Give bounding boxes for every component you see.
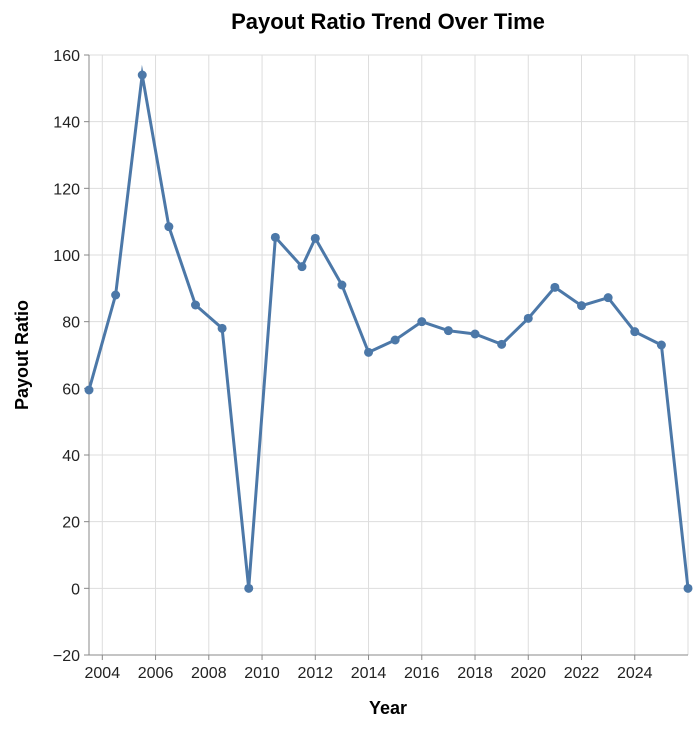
- y-tick-label: 60: [62, 381, 80, 398]
- data-point: [683, 583, 693, 593]
- y-tick-label: 20: [62, 515, 80, 532]
- data-point: [364, 347, 374, 357]
- data-point: [603, 293, 613, 303]
- data-point: [443, 326, 453, 336]
- x-tick-label: 2020: [510, 665, 546, 682]
- data-point: [111, 290, 121, 300]
- y-tick-label: 100: [53, 248, 80, 265]
- x-tick-label: 2016: [404, 665, 440, 682]
- y-axis-title: Payout Ratio: [12, 300, 32, 410]
- x-tick-label: 2010: [244, 665, 280, 682]
- data-point: [217, 323, 227, 333]
- y-tick-label: 0: [71, 581, 80, 598]
- x-axis-title: Year: [369, 698, 407, 718]
- y-tick-label: −20: [53, 648, 80, 665]
- x-tick-label: 2012: [297, 665, 333, 682]
- data-point: [497, 339, 507, 349]
- data-point: [630, 327, 640, 337]
- data-point: [577, 301, 587, 311]
- data-point: [656, 340, 666, 350]
- data-point: [137, 70, 147, 80]
- axes: −20 0 20 40 60 80 100 120 140 160 2004 2006 2008 2010…: [53, 48, 688, 682]
- data-point: [390, 335, 400, 345]
- data-point: [270, 232, 280, 242]
- data-point: [244, 583, 254, 593]
- gridlines: [89, 54, 689, 656]
- y-tick-label: 140: [53, 115, 80, 132]
- data-point: [164, 222, 174, 232]
- series-line: [87, 64, 690, 589]
- x-tick-label: 2008: [191, 665, 227, 682]
- data-point: [417, 317, 427, 327]
- data-point: [470, 329, 480, 339]
- chart-title: Payout Ratio Trend Over Time: [231, 9, 545, 34]
- data-point: [337, 280, 347, 290]
- data-point: [84, 385, 94, 395]
- data-point: [190, 300, 200, 310]
- data-point: [310, 233, 320, 243]
- y-tick-label: 40: [62, 448, 80, 465]
- series-layer: [84, 64, 693, 593]
- x-tick-label: 2022: [564, 665, 600, 682]
- y-tick-label: 120: [53, 181, 80, 198]
- x-tick-label: 2004: [85, 665, 121, 682]
- x-tick-label: 2006: [138, 665, 174, 682]
- data-point: [523, 313, 533, 323]
- data-point: [297, 262, 307, 272]
- y-tick-label: 80: [62, 315, 80, 332]
- x-tick-label: 2014: [351, 665, 387, 682]
- y-tick-label: 160: [53, 48, 80, 65]
- data-point: [550, 282, 560, 292]
- x-tick-label: 2024: [617, 665, 653, 682]
- x-tick-label: 2018: [457, 665, 493, 682]
